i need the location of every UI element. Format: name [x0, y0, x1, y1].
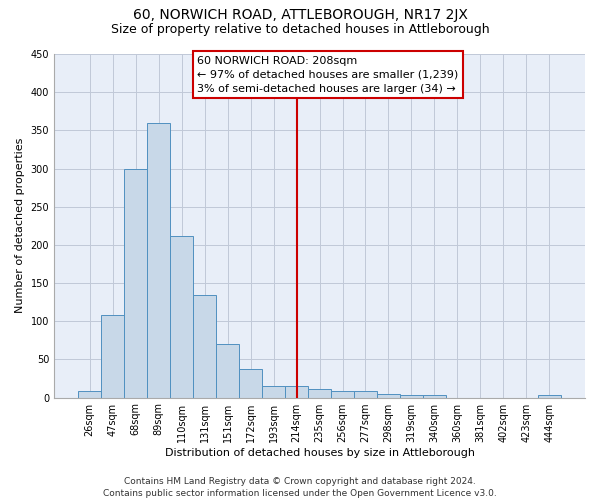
Bar — [308, 389, 331, 398]
Bar — [285, 386, 308, 398]
Text: 60, NORWICH ROAD, ATTLEBOROUGH, NR17 2JX: 60, NORWICH ROAD, ATTLEBOROUGH, NR17 2JX — [133, 8, 467, 22]
Bar — [423, 396, 446, 398]
Bar — [331, 392, 354, 398]
Bar — [170, 236, 193, 398]
Bar — [124, 168, 147, 398]
Bar — [78, 392, 101, 398]
Bar — [400, 396, 423, 398]
Bar — [538, 394, 561, 398]
Bar — [147, 122, 170, 398]
Text: 60 NORWICH ROAD: 208sqm
← 97% of detached houses are smaller (1,239)
3% of semi-: 60 NORWICH ROAD: 208sqm ← 97% of detache… — [197, 56, 458, 94]
Bar — [239, 368, 262, 398]
Text: Size of property relative to detached houses in Attleborough: Size of property relative to detached ho… — [110, 22, 490, 36]
Text: Contains HM Land Registry data © Crown copyright and database right 2024.
Contai: Contains HM Land Registry data © Crown c… — [103, 476, 497, 498]
Bar — [377, 394, 400, 398]
Y-axis label: Number of detached properties: Number of detached properties — [15, 138, 25, 314]
Bar — [193, 294, 216, 398]
Bar — [262, 386, 285, 398]
Bar — [101, 315, 124, 398]
Bar — [354, 392, 377, 398]
Bar — [216, 344, 239, 398]
X-axis label: Distribution of detached houses by size in Attleborough: Distribution of detached houses by size … — [164, 448, 475, 458]
